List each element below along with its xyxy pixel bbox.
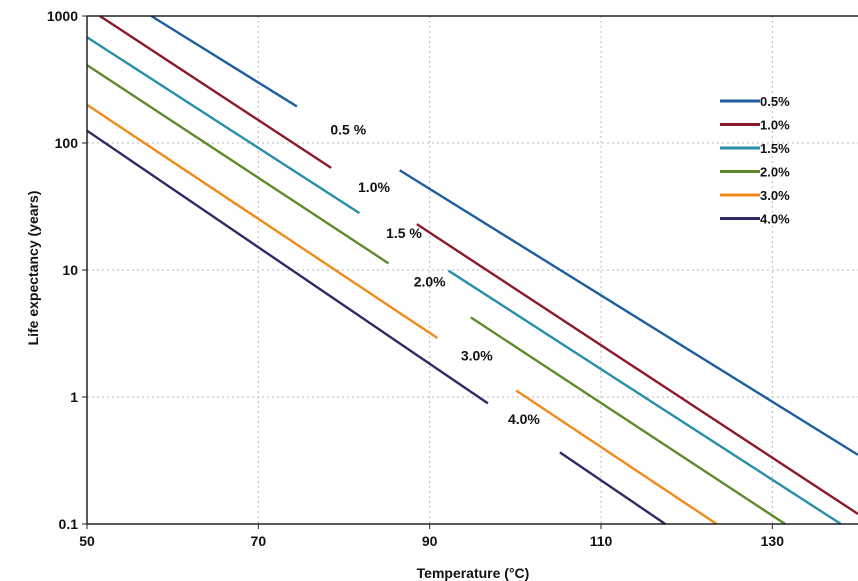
y-tick-label: 1 <box>70 389 78 405</box>
legend-label: 2.0% <box>760 165 790 180</box>
legend: 0.5% 1.0% 1.5% 2.0% 3.0% 4.0% <box>720 94 790 227</box>
series-line-1-0pct <box>416 223 858 515</box>
axes <box>82 15 858 529</box>
series-line-0-5pct <box>150 14 298 108</box>
inline-label: 3.0% <box>461 347 493 363</box>
inline-label: 4.0% <box>508 411 540 427</box>
legend-label: 4.0% <box>760 212 790 227</box>
x-tick-label: 50 <box>79 533 95 549</box>
series-line-1-5pct <box>86 36 361 215</box>
inline-label: 1.5 % <box>386 225 422 241</box>
series-line-1-5pct <box>447 269 842 526</box>
inline-label: 1.0% <box>358 179 390 195</box>
series-lines <box>86 14 858 526</box>
y-tick-label: 100 <box>55 135 79 151</box>
y-tick-label: 10 <box>62 262 78 278</box>
x-tick-label: 110 <box>590 533 613 549</box>
series-line-2-0pct <box>86 64 390 265</box>
series-line-2-0pct <box>470 316 786 526</box>
inline-label: 0.5 % <box>330 121 366 137</box>
y-tick-label: 1000 <box>47 8 78 24</box>
series-line-1-0pct <box>99 14 332 169</box>
legend-label: 0.5% <box>760 94 790 109</box>
x-tick-label: 90 <box>422 533 438 549</box>
x-axis-title: Temperature (°C) <box>417 565 530 581</box>
grid <box>87 15 858 524</box>
inline-label: 2.0% <box>414 273 446 289</box>
x-tick-label: 70 <box>251 533 267 549</box>
series-line-3-0pct <box>515 389 718 525</box>
y-axis-title: Life expectancy (years) <box>25 191 41 346</box>
series-line-4-0pct <box>559 451 666 525</box>
series-line-4-0pct <box>86 129 489 405</box>
legend-label: 1.0% <box>760 118 790 133</box>
inline-labels: 0.5 % 1.0% 1.5 % 2.0% 3.0% 4.0% <box>330 121 540 426</box>
x-tick-label: 130 <box>761 533 785 549</box>
y-tick-label: 0.1 <box>59 516 79 532</box>
legend-label: 1.5% <box>760 141 790 156</box>
legend-label: 3.0% <box>760 188 790 203</box>
series-line-3-0pct <box>86 103 439 340</box>
series-line-0-5pct <box>399 169 858 456</box>
